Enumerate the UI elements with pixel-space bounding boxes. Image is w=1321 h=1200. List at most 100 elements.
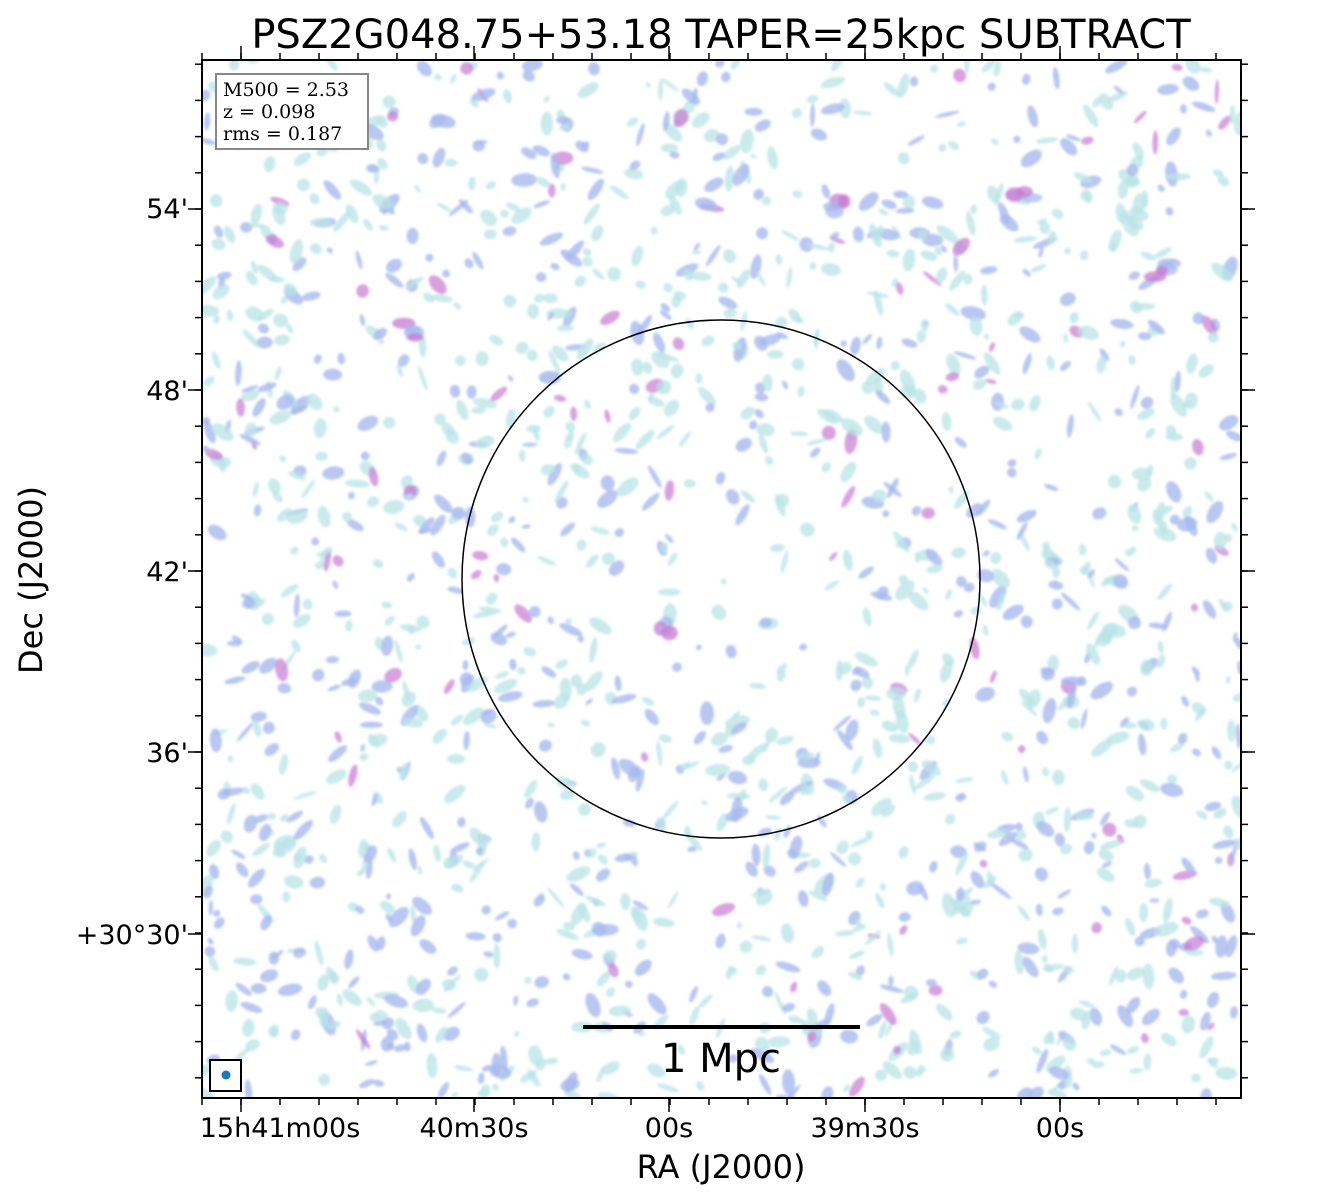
emission-blob [558, 124, 570, 131]
emission-blob [447, 754, 466, 764]
emission-blob [660, 205, 675, 216]
emission-blob [1052, 66, 1060, 90]
emission-blob [689, 1006, 700, 1025]
emission-blob [252, 842, 271, 857]
emission-blob [948, 140, 960, 151]
emission-blob [776, 663, 788, 674]
emission-blob [371, 793, 378, 807]
emission-blob [265, 235, 284, 248]
emission-blob [203, 376, 215, 387]
emission-blob [293, 791, 317, 800]
emission-blob [547, 616, 554, 625]
emission-blob [410, 915, 426, 937]
emission-blob [357, 415, 379, 431]
emission-blob [865, 830, 874, 838]
emission-blob [810, 128, 827, 141]
emission-blob [963, 274, 973, 285]
emission-blob [955, 851, 969, 876]
emission-blob [366, 163, 379, 173]
emission-blob [790, 431, 809, 437]
emission-blob [955, 887, 965, 901]
emission-blob [843, 1084, 850, 1093]
emission-blob [631, 358, 644, 376]
emission-blob [488, 1063, 512, 1079]
emission-blob [913, 688, 921, 703]
emission-blob [481, 905, 491, 915]
emission-blob [559, 677, 572, 702]
emission-blob [336, 993, 343, 1007]
emission-blob [718, 296, 738, 309]
emission-blob [881, 199, 897, 209]
emission-blob [301, 291, 321, 301]
emission-blob [1079, 566, 1089, 576]
emission-blob [450, 74, 457, 84]
emission-blob [249, 223, 266, 228]
emission-blob [342, 511, 353, 523]
emission-blob [250, 783, 265, 800]
emission-blob [453, 1065, 474, 1072]
emission-blob [1191, 702, 1206, 715]
emission-blob [436, 450, 447, 467]
emission-blob [596, 842, 606, 849]
emission-blob [893, 1045, 902, 1055]
emission-blob [833, 715, 852, 732]
emission-blob [903, 985, 919, 1000]
emission-blob [805, 243, 830, 251]
emission-blob [634, 959, 652, 976]
emission-blob [897, 73, 910, 98]
emission-blob [1087, 610, 1100, 630]
emission-blob [600, 475, 615, 492]
emission-blob [656, 1083, 680, 1093]
emission-blob [517, 667, 526, 675]
emission-blob [862, 607, 872, 627]
emission-blob [756, 423, 775, 437]
emission-blob [855, 965, 865, 976]
emission-blob [426, 1053, 438, 1079]
emission-blob [1013, 135, 1021, 143]
emission-blob [276, 394, 295, 410]
emission-blob [1215, 935, 1228, 958]
emission-blob [450, 714, 464, 726]
emission-blob [204, 448, 223, 461]
emission-blob [694, 197, 717, 211]
emission-blob [1180, 104, 1187, 114]
emission-blob [1098, 849, 1114, 862]
emission-blob [635, 938, 647, 950]
emission-blob [836, 840, 849, 855]
emission-blob [715, 60, 725, 68]
emission-blob [334, 731, 342, 743]
emission-blob [701, 335, 715, 347]
emission-blob [1159, 520, 1168, 534]
emission-blob [507, 918, 517, 929]
emission-blob [1121, 214, 1139, 237]
emission-blob [1235, 723, 1241, 749]
emission-blob [492, 933, 502, 943]
emission-blob [1168, 967, 1184, 984]
emission-blob [975, 687, 995, 702]
emission-blob [887, 932, 894, 957]
emission-blob [644, 709, 659, 725]
emission-blob [359, 753, 369, 761]
emission-blob [442, 979, 456, 991]
emission-blob [306, 393, 323, 411]
emission-blob [665, 533, 674, 544]
emission-blob [304, 855, 314, 864]
emission-blob [472, 550, 489, 561]
emission-blob [1204, 491, 1214, 502]
emission-blob [723, 308, 737, 319]
emission-blob [359, 1079, 375, 1089]
emission-blob [447, 1002, 466, 1018]
emission-blob [241, 661, 260, 674]
emission-blob [584, 399, 592, 410]
scale-bar-label: 1 Mpc [661, 1036, 781, 1082]
emission-blob [673, 291, 686, 301]
emission-blob [1144, 862, 1151, 880]
emission-blob [759, 333, 782, 346]
emission-blob [688, 271, 712, 281]
emission-blob [672, 662, 682, 672]
emission-blob [522, 442, 538, 447]
emission-blob [1217, 175, 1230, 187]
emission-blob [311, 537, 320, 546]
emission-blob [969, 899, 981, 905]
emission-blob [359, 314, 366, 327]
